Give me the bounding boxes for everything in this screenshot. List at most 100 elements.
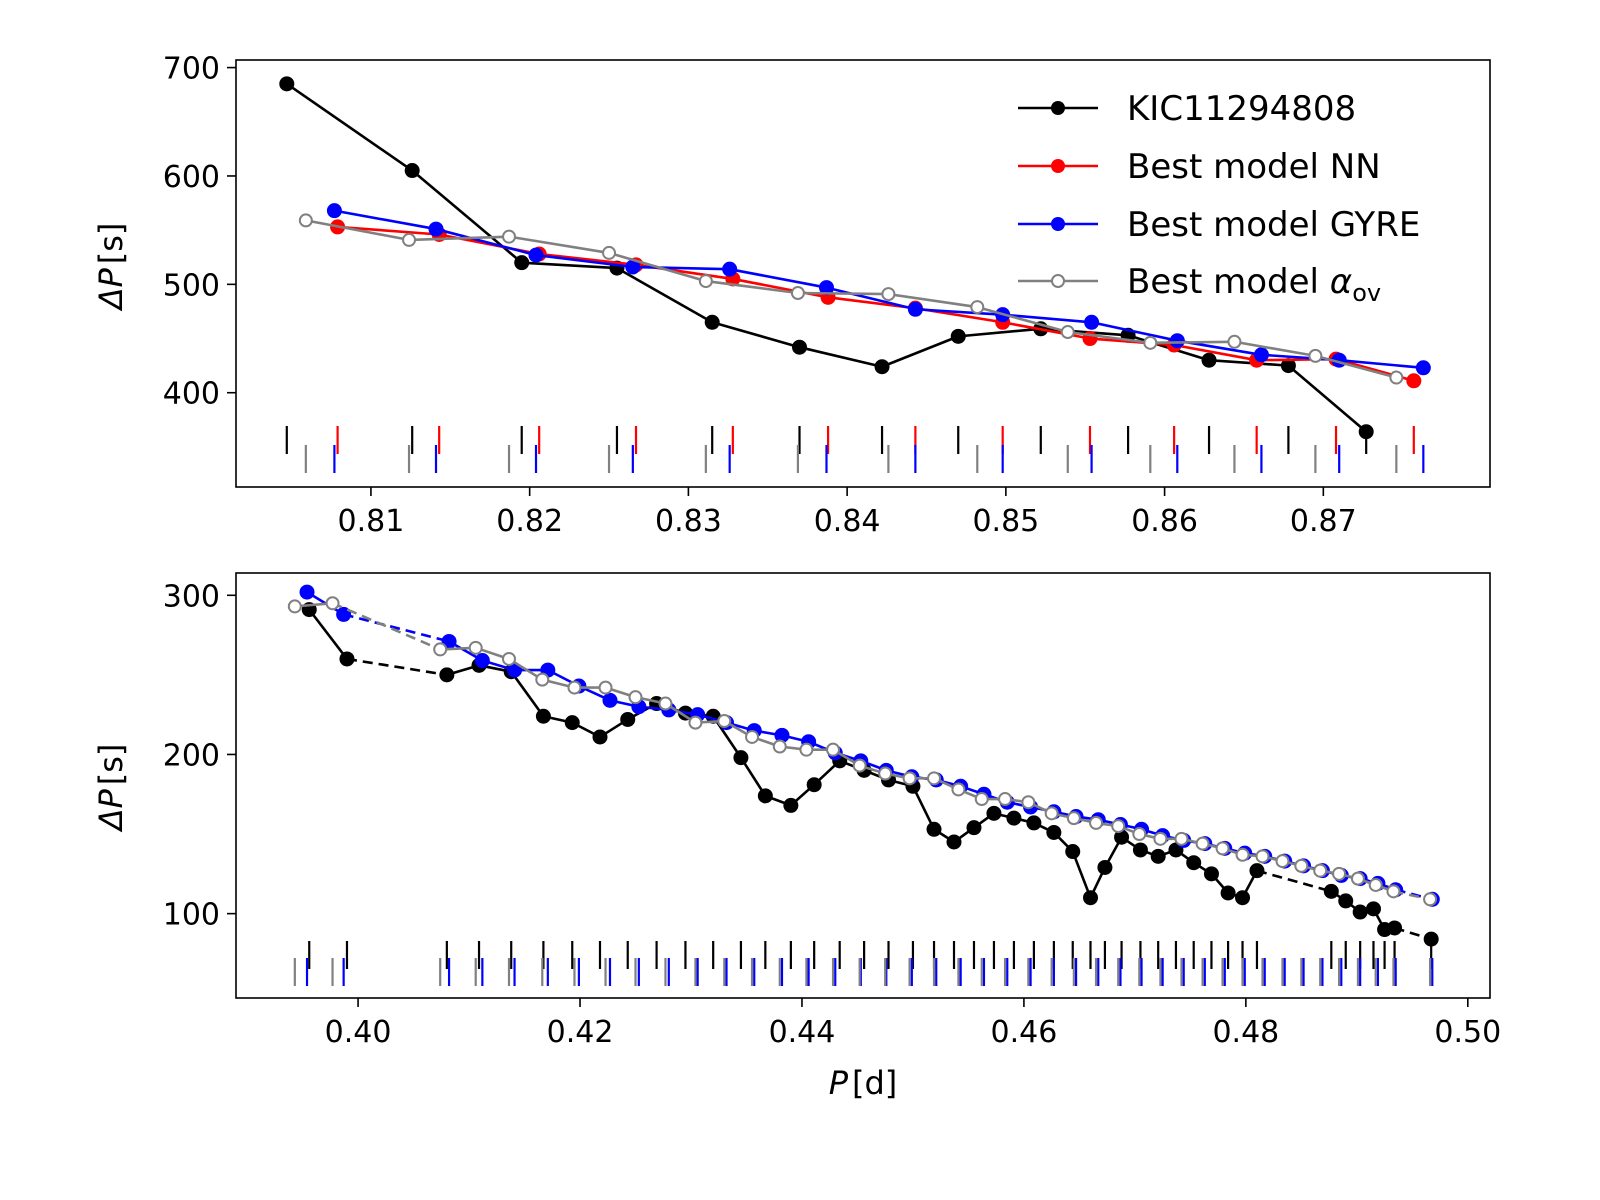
data-point bbox=[602, 692, 618, 708]
legend-marker-alpha bbox=[1051, 274, 1065, 288]
data-point bbox=[1249, 863, 1265, 879]
data-point bbox=[907, 301, 923, 317]
top-y-tick-label: 700 bbox=[163, 52, 220, 87]
legend-marker-nn bbox=[1051, 159, 1065, 173]
data-point bbox=[1111, 819, 1126, 834]
bottom-panel-y-label: ΔP[s] bbox=[92, 744, 130, 834]
data-point bbox=[404, 163, 420, 179]
series-line-segment bbox=[711, 321, 800, 349]
data-point bbox=[783, 797, 799, 813]
series-line-segment bbox=[632, 265, 730, 271]
data-point bbox=[1046, 824, 1062, 840]
series-line-segment bbox=[535, 253, 633, 269]
data-point bbox=[717, 714, 732, 729]
data-point bbox=[1082, 890, 1098, 906]
legend-label-alpha-sub: ov bbox=[1352, 279, 1381, 307]
series-line-segment bbox=[1071, 851, 1092, 899]
series-line-segment bbox=[286, 82, 413, 172]
data-point bbox=[602, 245, 617, 260]
data-point bbox=[1084, 314, 1100, 330]
data-point bbox=[439, 667, 455, 683]
data-point bbox=[950, 328, 966, 344]
data-point bbox=[946, 834, 962, 850]
data-point bbox=[998, 792, 1013, 807]
series-line-segment bbox=[1173, 343, 1257, 362]
top-x-tick-label: 0.87 bbox=[1290, 504, 1357, 539]
data-point bbox=[502, 229, 517, 244]
top-y-tick-label: 500 bbox=[163, 268, 220, 303]
top-x-tick-label: 0.85 bbox=[972, 504, 1039, 539]
series-line-segment bbox=[616, 266, 713, 324]
top-panel: 0.81 0.82 0.83 0.84 0.85 0.86 0.87 400 500 600 70… bbox=[92, 52, 1491, 539]
data-point bbox=[1365, 901, 1381, 917]
bottom-x-tick-label: 0.44 bbox=[769, 1015, 836, 1050]
data-point bbox=[658, 696, 673, 711]
bottom-panel-x-axis: 0.40 0.42 0.44 0.46 0.48 0.50 bbox=[325, 998, 1501, 1050]
data-point bbox=[1203, 866, 1219, 882]
bottom-x-tick-label: 0.48 bbox=[1212, 1015, 1279, 1050]
legend-label-nn: Best model NN bbox=[1127, 147, 1381, 187]
bottom-y-tick-label: 200 bbox=[163, 738, 220, 773]
bottom-y-tick-label: 300 bbox=[163, 579, 220, 614]
data-point bbox=[402, 232, 417, 247]
series-line-segment bbox=[1002, 320, 1091, 340]
data-point bbox=[986, 805, 1002, 821]
legend-entry-gyre: Best model GYRE bbox=[1018, 205, 1420, 245]
top-panel-y-label-symbol: ΔP bbox=[92, 268, 130, 313]
data-point bbox=[1065, 844, 1081, 860]
data-point bbox=[1169, 333, 1185, 349]
series-line-segment bbox=[911, 785, 936, 830]
series-line-segment bbox=[1091, 320, 1178, 342]
data-point bbox=[1235, 890, 1251, 906]
series-line-segment bbox=[881, 335, 959, 368]
bottom-x-tick-label: 0.40 bbox=[325, 1015, 392, 1050]
series-line-segment bbox=[1287, 364, 1368, 433]
series-line-segment bbox=[408, 235, 510, 242]
data-point bbox=[927, 771, 942, 786]
bottom-x-tick-label: 0.50 bbox=[1434, 1015, 1501, 1050]
data-point bbox=[1201, 352, 1217, 368]
data-point bbox=[1386, 884, 1401, 899]
data-point bbox=[514, 255, 530, 271]
series-line-segment bbox=[608, 251, 707, 283]
bottom-panel-y-label-symbol: ΔP bbox=[92, 789, 130, 834]
series-line-segment bbox=[1208, 358, 1289, 367]
data-point bbox=[792, 339, 808, 355]
series-line-segment bbox=[976, 305, 1069, 334]
series-line-segment bbox=[308, 608, 349, 660]
legend-entry-nn: Best model NN bbox=[1018, 147, 1381, 187]
data-point bbox=[1132, 842, 1148, 858]
data-point bbox=[878, 766, 893, 781]
top-x-tick-label: 0.81 bbox=[338, 504, 405, 539]
series-line-segment bbox=[435, 227, 537, 257]
data-point bbox=[299, 584, 315, 600]
data-point bbox=[881, 287, 896, 302]
data-point bbox=[287, 599, 302, 614]
data-point bbox=[1389, 370, 1404, 385]
data-point bbox=[790, 286, 805, 301]
data-point bbox=[1368, 877, 1383, 892]
data-point bbox=[433, 642, 448, 657]
legend-entry-alpha: Best model αov bbox=[1018, 262, 1381, 307]
bottom-y-tick-label: 100 bbox=[163, 898, 220, 933]
data-point bbox=[501, 651, 516, 666]
bottom-x-tick-label: 0.46 bbox=[991, 1015, 1058, 1050]
top-panel-y-label-unit: [s] bbox=[92, 223, 130, 265]
data-point bbox=[468, 640, 483, 655]
series-line-segment bbox=[729, 267, 827, 289]
data-point bbox=[1044, 806, 1059, 821]
bottom-panel-y-label-unit: [s] bbox=[92, 744, 130, 786]
data-point bbox=[1114, 829, 1130, 845]
data-point bbox=[1089, 815, 1104, 830]
series-line-segment bbox=[705, 279, 799, 295]
series-line-segment bbox=[1150, 340, 1235, 345]
series-line-segment bbox=[508, 235, 610, 255]
series-line-segment bbox=[1067, 330, 1151, 345]
data-point bbox=[926, 821, 942, 837]
data-point bbox=[1358, 424, 1374, 440]
data-point bbox=[826, 742, 841, 757]
series-line-segment bbox=[739, 756, 767, 797]
bottom-panel-x-label: P [d] bbox=[829, 1064, 898, 1102]
data-point bbox=[564, 715, 580, 731]
series-line-segment bbox=[346, 657, 448, 677]
